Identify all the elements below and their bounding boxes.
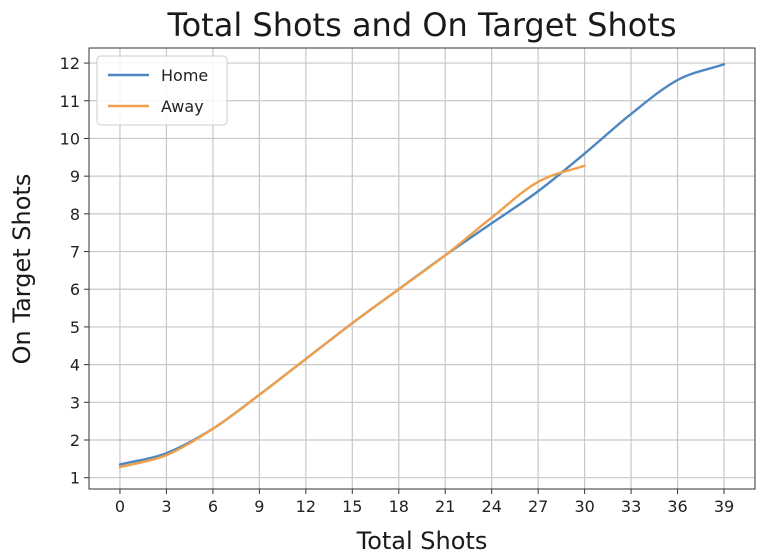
x-tick-label: 27 bbox=[528, 497, 548, 516]
x-tick-label: 30 bbox=[574, 497, 594, 516]
chart-title: Total Shots and On Target Shots bbox=[166, 6, 676, 44]
x-tick-label: 0 bbox=[115, 497, 125, 516]
legend-label-away: Away bbox=[161, 97, 204, 116]
x-tick-label: 6 bbox=[208, 497, 218, 516]
x-axis: 0 3 6 9 12 15 18 21 24 27 30 33 36 39 bbox=[115, 489, 734, 516]
x-tick-label: 33 bbox=[621, 497, 641, 516]
y-axis-label: On Target Shots bbox=[8, 174, 36, 365]
y-tick-label: 5 bbox=[70, 318, 80, 337]
x-tick-label: 12 bbox=[296, 497, 316, 516]
y-tick-label: 4 bbox=[70, 356, 80, 375]
series-line-away bbox=[118, 164, 586, 469]
x-tick-label: 3 bbox=[161, 497, 171, 516]
x-tick-label: 21 bbox=[435, 497, 455, 516]
y-tick-label: 6 bbox=[70, 280, 80, 299]
legend-label-home: Home bbox=[161, 66, 208, 85]
y-tick-label: 7 bbox=[70, 243, 80, 262]
x-tick-label: 24 bbox=[482, 497, 502, 516]
y-tick-label: 1 bbox=[70, 469, 80, 488]
y-tick-label: 10 bbox=[60, 129, 80, 148]
x-tick-label: 36 bbox=[667, 497, 687, 516]
plot-frame bbox=[88, 47, 756, 490]
legend: Home Away bbox=[96, 55, 228, 126]
y-tick-label: 11 bbox=[60, 92, 80, 111]
legend-box bbox=[96, 55, 228, 126]
y-tick-label: 2 bbox=[70, 431, 80, 450]
x-tick-label: 15 bbox=[342, 497, 362, 516]
y-tick-label: 8 bbox=[70, 205, 80, 224]
plot-series bbox=[118, 63, 726, 469]
x-tick-label: 39 bbox=[714, 497, 734, 516]
y-tick-label: 12 bbox=[60, 54, 80, 73]
y-tick-label: 9 bbox=[70, 167, 80, 186]
x-tick-label: 18 bbox=[389, 497, 409, 516]
x-axis-label: Total Shots bbox=[356, 527, 488, 555]
y-tick-label: 3 bbox=[70, 393, 80, 412]
x-tick-label: 9 bbox=[254, 497, 264, 516]
